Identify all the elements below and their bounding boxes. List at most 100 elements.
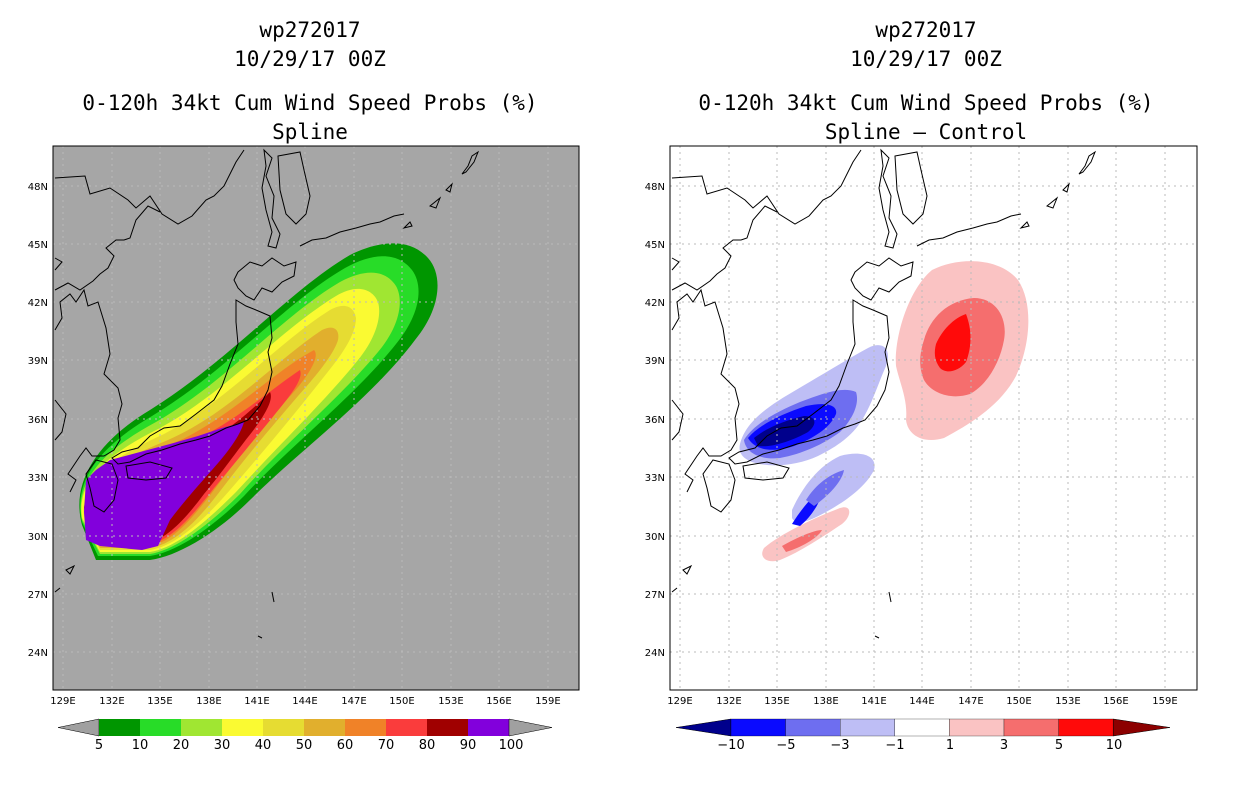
lon-label: 147E xyxy=(958,696,983,707)
left-product-title: 0-120h 34kt Cum Wind Speed Probs (%) xyxy=(82,91,537,115)
right-colorbar xyxy=(675,718,1171,737)
colorbar-label: −1 xyxy=(885,738,904,753)
left-map-area xyxy=(53,146,579,690)
colorbar-label: 3 xyxy=(1000,738,1008,753)
lon-label: 135E xyxy=(147,696,172,707)
left-lon-labels: 129E 132E 135E 138E 141E 144E 147E 150E … xyxy=(50,696,560,707)
colorbar-box xyxy=(894,718,950,737)
colorbar-label: 40 xyxy=(255,738,272,753)
right-subtitle: Spline – Control xyxy=(825,120,1027,144)
diff-pos-5 xyxy=(934,314,971,372)
right-datetime: 10/29/17 00Z xyxy=(850,47,1002,71)
colorbar-box xyxy=(949,718,1005,737)
lon-label: 141E xyxy=(861,696,886,707)
lon-label: 153E xyxy=(1055,696,1080,707)
lat-label: 33N xyxy=(28,473,48,484)
colorbar-label: −5 xyxy=(776,738,795,753)
colorbar-box xyxy=(468,719,509,736)
diff-neg-10 xyxy=(754,416,815,447)
colorbar-label: −3 xyxy=(830,738,849,753)
lat-label: 27N xyxy=(28,590,48,601)
colorbar-arrow-high xyxy=(508,718,553,737)
lon-label: 150E xyxy=(389,696,414,707)
left-grid xyxy=(53,146,579,690)
colorbar-box xyxy=(181,719,222,736)
contour-90pct xyxy=(84,422,244,550)
lon-label: 159E xyxy=(535,696,560,707)
lon-label: 132E xyxy=(716,696,741,707)
colorbar-box xyxy=(263,719,304,736)
right-grid xyxy=(670,146,1197,690)
lon-label: 138E xyxy=(196,696,221,707)
lat-label: 39N xyxy=(645,356,665,367)
colorbar-label: 30 xyxy=(214,738,231,753)
lat-label: 24N xyxy=(28,648,48,659)
colorbar-label: 90 xyxy=(460,738,477,753)
lat-label: 33N xyxy=(645,473,665,484)
left-panel: wp272017 10/29/17 00Z 0-120h 34kt Cum Wi… xyxy=(28,18,580,753)
lon-label: 144E xyxy=(909,696,934,707)
diff-neg-3b xyxy=(806,470,844,506)
lon-label: 129E xyxy=(50,696,75,707)
colorbar-label: 10 xyxy=(132,738,149,753)
lat-label: 48N xyxy=(28,182,48,193)
left-colorbar-labels: 5 10 20 30 40 50 60 70 80 90 100 xyxy=(95,738,524,753)
colorbar-label: 80 xyxy=(419,738,436,753)
right-map-frame xyxy=(669,145,1198,691)
lat-label: 36N xyxy=(28,415,48,426)
left-storm-id: wp272017 xyxy=(259,18,360,42)
left-subtitle: Spline xyxy=(272,120,348,144)
colorbar-box xyxy=(427,719,468,736)
lon-label: 138E xyxy=(813,696,838,707)
lat-label: 24N xyxy=(645,648,665,659)
right-lat-labels: 48N 45N 42N 39N 36N 33N 30N 27N 24N xyxy=(645,182,665,659)
lon-label: 147E xyxy=(341,696,366,707)
colorbar-box xyxy=(730,718,786,737)
colorbar-box xyxy=(840,718,895,737)
diff-pos-3b xyxy=(782,530,822,552)
lat-label: 48N xyxy=(645,182,665,193)
colorbar-label: 70 xyxy=(378,738,395,753)
lon-label: 135E xyxy=(764,696,789,707)
right-map-area xyxy=(670,146,1197,690)
lat-label: 42N xyxy=(28,298,48,309)
colorbar-box xyxy=(222,719,263,736)
right-product-title: 0-120h 34kt Cum Wind Speed Probs (%) xyxy=(698,91,1153,115)
lon-label: 159E xyxy=(1152,696,1177,707)
colorbar-label: −10 xyxy=(717,738,744,753)
colorbar-label: 50 xyxy=(296,738,313,753)
colorbar-label: 5 xyxy=(95,738,103,753)
right-lon-labels: 129E 132E 135E 138E 141E 144E 147E 150E … xyxy=(667,696,1177,707)
lat-label: 36N xyxy=(645,415,665,426)
left-lat-labels: 48N 45N 42N 39N 36N 33N 30N 27N 24N xyxy=(28,182,48,659)
colorbar-arrow-high xyxy=(1112,718,1171,737)
lon-label: 141E xyxy=(244,696,269,707)
left-datetime: 10/29/17 00Z xyxy=(234,47,386,71)
lon-label: 153E xyxy=(438,696,463,707)
right-colorbar-labels: −10 −5 −3 −1 1 3 5 10 xyxy=(717,738,1122,753)
lon-label: 156E xyxy=(1103,696,1128,707)
left-colorbar xyxy=(57,718,553,737)
lat-label: 30N xyxy=(28,532,48,543)
lon-label: 150E xyxy=(1006,696,1031,707)
lat-label: 45N xyxy=(28,240,48,251)
colorbar-label: 5 xyxy=(1055,738,1063,753)
colorbar-box xyxy=(140,719,181,736)
colorbar-box xyxy=(1058,718,1114,737)
colorbar-arrow-low xyxy=(675,718,732,737)
colorbar-box xyxy=(345,719,386,736)
colorbar-box xyxy=(785,718,841,737)
colorbar-label: 60 xyxy=(337,738,354,753)
lat-label: 30N xyxy=(645,532,665,543)
colorbar-arrow-low xyxy=(57,718,100,737)
lat-label: 45N xyxy=(645,240,665,251)
colorbar-label: 1 xyxy=(946,738,954,753)
left-map-frame xyxy=(52,145,580,691)
colorbar-box xyxy=(304,719,345,736)
lon-label: 156E xyxy=(486,696,511,707)
lon-label: 144E xyxy=(292,696,317,707)
right-panel: wp272017 10/29/17 00Z 0-120h 34kt Cum Wi… xyxy=(645,18,1198,753)
lat-label: 27N xyxy=(645,590,665,601)
lon-label: 129E xyxy=(667,696,692,707)
